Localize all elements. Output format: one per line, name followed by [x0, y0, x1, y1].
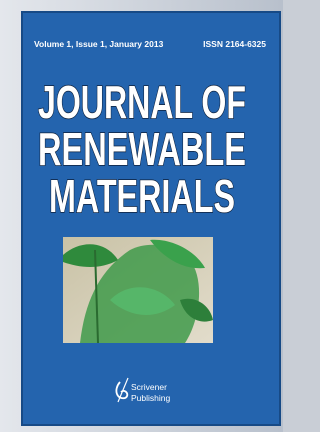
- issue-info: Volume 1, Issue 1, January 2013: [34, 39, 164, 49]
- page: {"header": {"issue": "Volume 1, Issue 1,…: [0, 0, 283, 432]
- title-line: MATERIALS: [49, 170, 235, 222]
- publisher-name: Scrivener: [131, 382, 167, 392]
- publisher-name: Publishing: [131, 393, 170, 403]
- cover-screenshot: Volume 1, Issue 1, January 2013 ISSN 216…: [0, 0, 283, 432]
- cover-photo: [63, 237, 213, 343]
- issn: ISSN 2164-6325: [203, 39, 266, 49]
- title-line: RENEWABLE: [38, 123, 246, 175]
- title-line: JOURNAL OF: [38, 76, 246, 128]
